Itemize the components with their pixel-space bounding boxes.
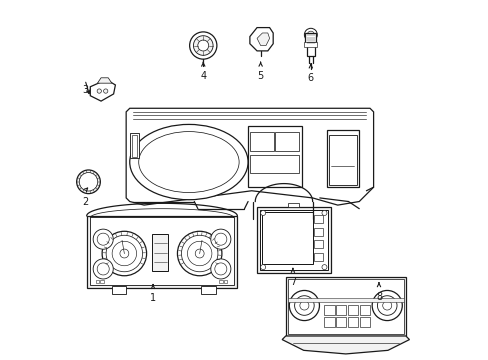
Bar: [249, 132, 273, 151]
Text: 1: 1: [150, 293, 156, 303]
Bar: [131, 135, 137, 157]
Bar: [274, 132, 298, 151]
Bar: [314, 215, 323, 223]
Bar: [305, 33, 316, 44]
Circle shape: [177, 231, 222, 276]
Circle shape: [93, 259, 113, 279]
Circle shape: [382, 301, 391, 310]
Circle shape: [120, 249, 128, 258]
Bar: [328, 135, 357, 185]
Bar: [304, 42, 317, 47]
Text: 8: 8: [375, 292, 381, 302]
Ellipse shape: [129, 125, 247, 200]
Bar: [359, 317, 369, 327]
Text: 4: 4: [200, 71, 206, 81]
Bar: [247, 126, 301, 187]
Bar: [100, 280, 103, 283]
Circle shape: [306, 31, 314, 39]
Circle shape: [321, 265, 326, 270]
Circle shape: [103, 89, 108, 93]
Text: 6: 6: [307, 73, 313, 83]
Circle shape: [195, 249, 203, 258]
Circle shape: [299, 301, 308, 310]
Polygon shape: [257, 33, 269, 45]
Circle shape: [79, 172, 98, 191]
Circle shape: [187, 241, 211, 266]
Circle shape: [97, 89, 101, 93]
Circle shape: [77, 170, 100, 194]
Polygon shape: [126, 108, 373, 205]
Circle shape: [102, 231, 146, 276]
Bar: [129, 134, 139, 158]
Circle shape: [210, 259, 230, 279]
Circle shape: [321, 211, 326, 216]
Bar: [287, 298, 403, 302]
Circle shape: [304, 28, 317, 41]
Bar: [96, 280, 99, 283]
Bar: [359, 305, 369, 315]
Circle shape: [97, 233, 109, 245]
Polygon shape: [90, 80, 115, 101]
Circle shape: [97, 263, 109, 275]
Bar: [112, 286, 126, 294]
Circle shape: [210, 229, 230, 249]
Bar: [324, 305, 334, 315]
Circle shape: [371, 291, 402, 320]
Circle shape: [214, 233, 226, 245]
Circle shape: [294, 296, 313, 315]
Bar: [262, 212, 312, 264]
Circle shape: [260, 265, 265, 270]
Bar: [288, 203, 299, 207]
Text: 7: 7: [289, 277, 295, 287]
Bar: [314, 240, 323, 248]
Circle shape: [377, 296, 396, 315]
Circle shape: [260, 211, 265, 216]
Polygon shape: [97, 78, 112, 83]
Bar: [326, 130, 359, 187]
Bar: [201, 286, 215, 294]
Circle shape: [193, 36, 213, 55]
Bar: [223, 280, 226, 283]
Polygon shape: [282, 336, 408, 354]
Circle shape: [189, 32, 217, 59]
Circle shape: [112, 241, 136, 266]
Bar: [152, 234, 168, 271]
Bar: [249, 155, 298, 173]
Bar: [257, 207, 330, 273]
Circle shape: [106, 235, 142, 272]
Circle shape: [289, 291, 319, 320]
Bar: [89, 217, 234, 285]
Bar: [86, 216, 237, 288]
Text: 3: 3: [81, 85, 88, 95]
Circle shape: [198, 40, 208, 51]
Bar: [324, 317, 334, 327]
Bar: [336, 317, 346, 327]
Circle shape: [93, 229, 113, 249]
Bar: [306, 42, 314, 56]
Text: 2: 2: [81, 197, 88, 207]
Bar: [347, 305, 357, 315]
Ellipse shape: [139, 132, 239, 193]
Bar: [285, 277, 405, 336]
Bar: [314, 253, 323, 261]
Polygon shape: [249, 28, 273, 51]
Bar: [314, 228, 323, 235]
Bar: [336, 305, 346, 315]
Bar: [287, 279, 403, 334]
Circle shape: [214, 263, 226, 275]
Circle shape: [181, 235, 218, 272]
Text: 5: 5: [257, 71, 263, 81]
Bar: [260, 210, 327, 270]
Bar: [219, 280, 222, 283]
Bar: [347, 317, 357, 327]
